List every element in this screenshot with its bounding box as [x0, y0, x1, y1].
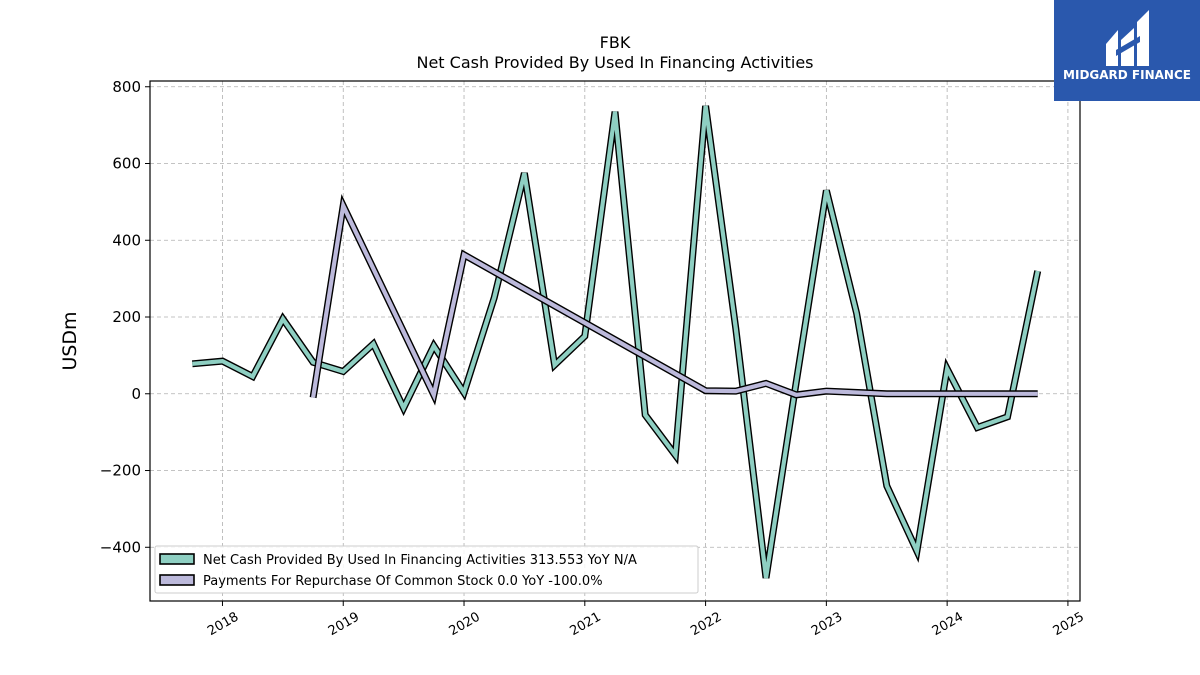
x-axis: 2018 2019 2020 2021 2022 2023 2024 2025 — [205, 601, 1087, 639]
x-tick-label: 2018 — [205, 610, 241, 640]
y-tick-label: 200 — [112, 308, 141, 326]
y-tick-label: 0 — [131, 385, 141, 403]
y-axis-label: USDm — [59, 311, 81, 370]
logo-mark-icon — [1106, 10, 1149, 66]
series-layer — [191, 105, 1042, 579]
y-tick-label: −400 — [100, 538, 141, 556]
x-tick-label: 2020 — [447, 610, 483, 640]
chart-title: FBK — [600, 33, 631, 52]
legend-box — [154, 545, 699, 594]
logo-text: MIDGARD FINANCE — [1063, 68, 1191, 82]
plot-frame — [149, 80, 1081, 602]
grid — [150, 81, 1080, 601]
legend-swatch — [159, 553, 195, 565]
y-tick-label: 400 — [112, 231, 141, 249]
legend-entry: Net Cash Provided By Used In Financing A… — [203, 553, 637, 568]
y-tick-label: −200 — [100, 462, 141, 480]
legend-entry: Payments For Repurchase Of Common Stock … — [203, 574, 603, 589]
x-tick-label: 2019 — [326, 610, 362, 640]
x-tick-label: 2022 — [688, 610, 724, 640]
x-tick-label: 2021 — [567, 610, 603, 640]
series-0-line — [192, 105, 1040, 579]
x-tick-label: 2025 — [1051, 610, 1087, 640]
x-tick-label: 2023 — [809, 610, 845, 640]
chart-subtitle: Net Cash Provided By Used In Financing A… — [416, 53, 813, 72]
legend: Net Cash Provided By Used In Financing A… — [154, 545, 699, 594]
series-1-line — [311, 198, 1038, 402]
x-tick-label: 2024 — [930, 610, 966, 640]
y-tick-label: 600 — [112, 155, 141, 173]
y-axis: −400 −200 0 200 400 600 800 — [100, 78, 150, 556]
midgard-finance-logo: MIDGARD FINANCE — [1054, 0, 1200, 101]
legend-swatch — [159, 574, 195, 586]
y-tick-label: 800 — [112, 78, 141, 96]
